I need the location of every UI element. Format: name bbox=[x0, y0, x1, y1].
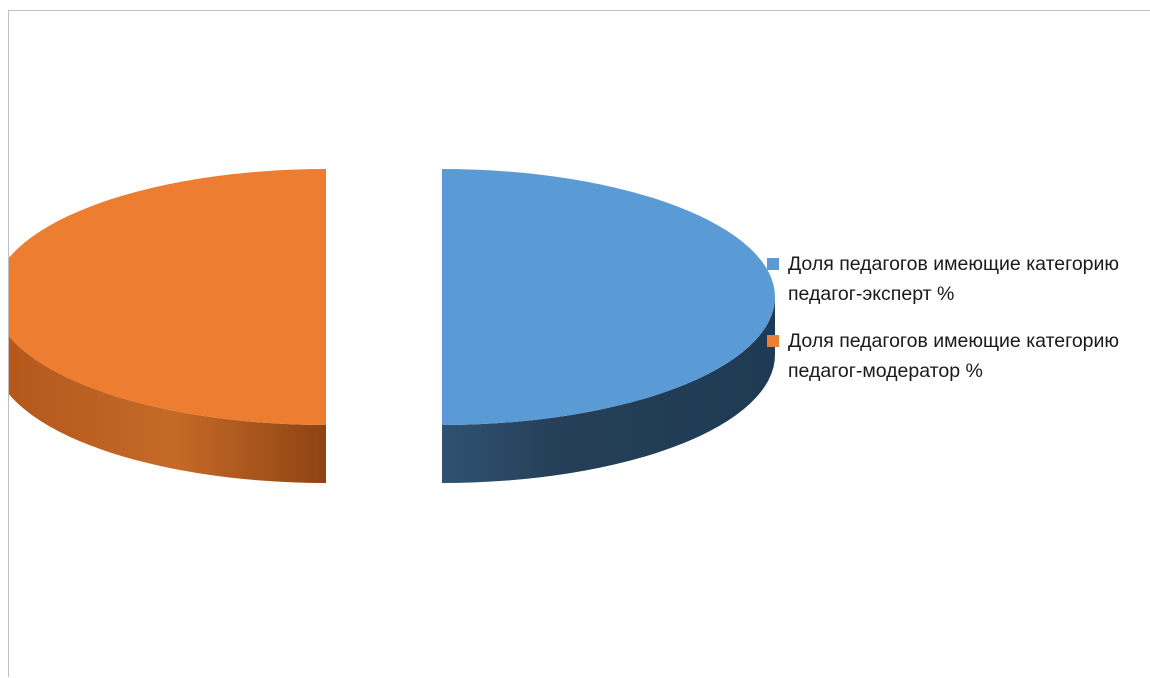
legend-item-expert: Доля педагогов имеющие категорию педагог… bbox=[767, 249, 1147, 309]
chart-area: Доля педагогов имеющие категорию педагог… bbox=[8, 10, 1150, 677]
legend-label-moderator: Доля педагогов имеющие категорию педагог… bbox=[788, 330, 1120, 382]
legend: Доля педагогов имеющие категорию педагог… bbox=[767, 249, 1147, 403]
pie-chart bbox=[9, 169, 775, 483]
legend-label-expert: Доля педагогов имеющие категорию педагог… bbox=[788, 253, 1120, 305]
legend-swatch-moderator bbox=[767, 335, 779, 347]
pie-slice-side-moderator bbox=[9, 336, 326, 483]
legend-item-moderator: Доля педагогов имеющие категорию педагог… bbox=[767, 326, 1147, 386]
legend-swatch-expert bbox=[767, 258, 779, 270]
pie-slice-moderator bbox=[9, 169, 326, 425]
pie-slice-expert bbox=[442, 169, 775, 425]
pie-slice-side-expert bbox=[442, 297, 775, 483]
